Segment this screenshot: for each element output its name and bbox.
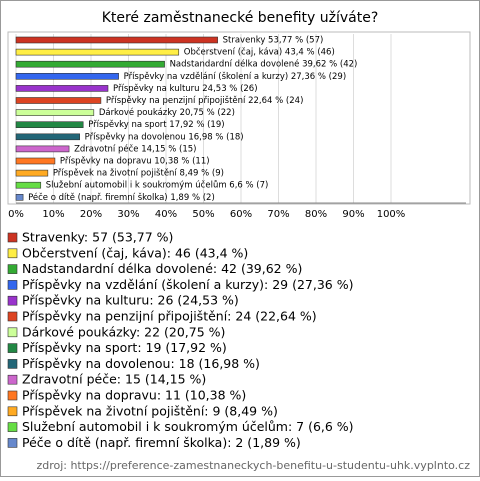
data-label: Příspěvky na dovolenou 16,98 % (18) [85,132,244,142]
bar [15,73,119,80]
x-tick-label: 80% [305,209,327,220]
data-label: Stravenky 53,77 % (57) [223,36,324,46]
bar [15,97,102,104]
x-tick-label: 20% [80,209,102,220]
legend-label: Příspěvky na sport: 19 (17,92 %) [22,340,227,355]
bar [15,85,109,92]
legend-swatch [7,406,18,417]
bar [15,169,49,177]
bar [15,60,165,68]
legend-label: Péče o dítě (např. firemní školka): 2 (1… [22,435,301,450]
chart-title: Které zaměstnanecké benefity užíváte? [102,10,379,26]
legend-swatch [7,232,18,243]
legend-swatch [7,248,18,259]
data-label: Příspěvek na životní pojištění 8,49 % (9… [53,168,224,179]
data-label: Občerstvení (čaj, káva) 43,4 % (46) [184,47,335,58]
source: zdroj: https://preference-zamestnaneckyc… [36,459,470,472]
x-tick-label: 90% [342,209,364,220]
legend-label: Služební automobil i k soukromým účelům:… [22,419,354,434]
legend-label: Příspěvky na vzdělání (školení a kurzy):… [22,277,353,292]
bar [15,109,95,116]
data-label: Služební automobil i k soukromým účelům … [46,180,269,191]
legend-swatch [7,422,18,432]
legend-label: Příspěvky na dopravu: 11 (10,38 %) [22,388,246,403]
legend-label: Občerstvení (čaj, káva): 46 (43,4 %) [22,245,248,260]
bar [15,157,56,165]
x-tick-label: 50% [192,209,214,220]
x-tick-label: 100% [377,209,406,220]
x-tick-label: 0% [8,209,24,220]
legend-label: Příspěvek na životní pojištění: 9 (8,49 … [22,403,278,418]
bar [15,133,80,141]
data-label: Zdravotní péče 14,15 % (15) [74,143,196,154]
data-label: Příspěvky na vzdělání (školení a kurzy) … [124,71,347,82]
legend-swatch [7,327,18,338]
legend-swatch [7,390,18,401]
x-tick-label: 30% [117,209,139,220]
legend-label: Zdravotní péče: 15 (14,15 %) [22,372,206,387]
legend-label: Stravenky: 57 (53,77 %) [22,230,173,245]
bar [15,181,42,189]
data-label: Příspěvky na penzijní připojištění 22,64… [106,95,304,106]
legend-swatch [7,438,18,448]
bar [15,36,218,44]
data-label: Dárkové poukázky 20,75 % (22) [99,107,235,118]
x-tick-label: 10% [42,209,64,220]
data-label: Péče o dítě (např. firemní školka) 1,89 … [28,192,215,203]
bar [15,121,84,128]
plot-area [7,31,471,205]
legend-label: Příspěvky na kulturu: 26 (24,53 %) [22,293,239,308]
bar [15,48,180,56]
x-tick-label: 60% [230,209,252,220]
data-label: Příspěvky na sport 17,92 % (19) [88,120,224,130]
legend-swatch [7,374,18,385]
legend-label: Příspěvky na dovolenou: 18 (16,98 %) [22,356,260,371]
legend-swatch [7,343,18,353]
bar [15,194,24,201]
legend-label: Příspěvky na penzijní připojištění: 24 (… [22,309,317,324]
x-tick-label: 40% [155,209,177,220]
legend-swatch [7,280,18,290]
legend-swatch [7,359,18,369]
data-label: Příspěvky na kulturu 24,53 % (26) [113,84,258,94]
legend-swatch [7,311,18,322]
bar [15,145,70,153]
legend-swatch [7,264,18,274]
legend-swatch [7,295,18,306]
legend-label: Dárkové poukázky: 22 (20,75 %) [22,324,225,339]
data-label: Příspěvky na dopravu 10,38 % (11) [60,157,210,167]
legend-label: Nadstandardní délka dovolené: 42 (39,62 … [22,261,302,276]
x-tick-label: 70% [267,209,289,220]
data-label: Nadstandardní délka dovolené 39,62 % (42… [170,59,358,70]
